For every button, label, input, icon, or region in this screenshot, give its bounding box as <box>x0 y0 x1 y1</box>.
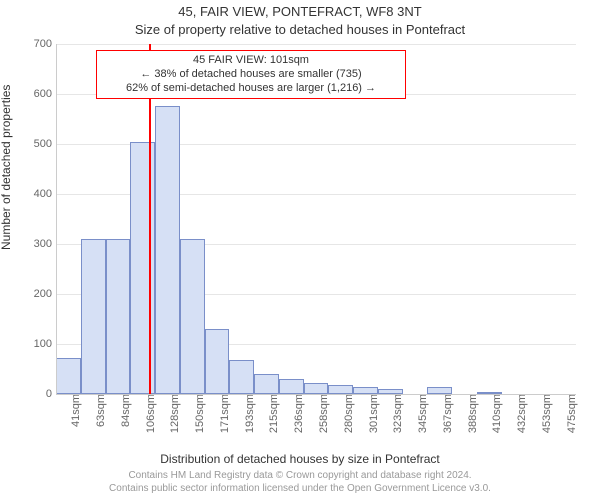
x-tick-label: 171sqm <box>217 394 231 433</box>
histogram-bar <box>279 379 304 394</box>
x-tick-label: 150sqm <box>192 394 206 433</box>
x-tick-label: 41sqm <box>68 394 82 427</box>
y-tick-label: 700 <box>34 38 56 50</box>
x-tick-label: 432sqm <box>514 394 528 433</box>
histogram-bar <box>229 360 254 394</box>
x-axis-line <box>56 394 576 395</box>
x-tick-label: 410sqm <box>489 394 503 433</box>
histogram-chart: 45, FAIR VIEW, PONTEFRACT, WF8 3NT Size … <box>0 0 600 500</box>
histogram-bar <box>427 387 452 395</box>
y-tick-label: 0 <box>46 388 56 400</box>
x-tick-label: 236sqm <box>291 394 305 433</box>
x-tick-label: 215sqm <box>266 394 280 433</box>
y-tick-label: 400 <box>34 188 56 200</box>
x-tick-label: 63sqm <box>93 394 107 427</box>
x-tick-label: 128sqm <box>167 394 181 433</box>
x-tick-label: 301sqm <box>366 394 380 433</box>
annotation-box: 45 FAIR VIEW: 101sqm ← 38% of detached h… <box>96 50 406 99</box>
x-tick-label: 193sqm <box>242 394 256 433</box>
histogram-bar <box>304 383 329 394</box>
x-tick-label: 453sqm <box>539 394 553 433</box>
credits-line2: Contains public sector information licen… <box>0 483 600 496</box>
x-tick-label: 388sqm <box>465 394 479 433</box>
histogram-bar <box>254 374 279 394</box>
x-tick-label: 367sqm <box>440 394 454 433</box>
annotation-line1: 45 FAIR VIEW: 101sqm <box>103 54 399 68</box>
x-tick-label: 323sqm <box>390 394 404 433</box>
annotation-line3: 62% of semi-detached houses are larger (… <box>103 82 399 96</box>
y-tick-label: 500 <box>34 138 56 150</box>
x-tick-label: 84sqm <box>118 394 132 427</box>
histogram-bar <box>81 239 106 394</box>
histogram-bar <box>155 106 180 395</box>
histogram-bar <box>56 358 81 395</box>
credits-line1: Contains HM Land Registry data © Crown c… <box>0 470 600 483</box>
annotation-line2: ← 38% of detached houses are smaller (73… <box>103 68 399 82</box>
histogram-bar <box>180 239 205 394</box>
y-tick-label: 200 <box>34 288 56 300</box>
histogram-bar <box>130 142 155 395</box>
y-tick-label: 300 <box>34 238 56 250</box>
x-tick-label: 280sqm <box>341 394 355 433</box>
credits: Contains HM Land Registry data © Crown c… <box>0 470 600 495</box>
histogram-bar <box>328 385 353 394</box>
histogram-bar <box>353 387 378 395</box>
gridline <box>56 44 576 45</box>
y-tick-label: 600 <box>34 88 56 100</box>
x-tick-label: 345sqm <box>415 394 429 433</box>
y-tick-label: 100 <box>34 338 56 350</box>
x-axis-title: Distribution of detached houses by size … <box>0 452 600 466</box>
histogram-bar <box>205 329 230 394</box>
x-tick-label: 475sqm <box>564 394 578 433</box>
histogram-bar <box>106 239 131 394</box>
x-tick-label: 106sqm <box>143 394 157 433</box>
y-axis-title: Number of detached properties <box>0 85 13 250</box>
x-tick-label: 258sqm <box>316 394 330 433</box>
y-axis-line <box>56 44 57 394</box>
chart-title-address: 45, FAIR VIEW, PONTEFRACT, WF8 3NT <box>0 4 600 19</box>
chart-subtitle: Size of property relative to detached ho… <box>0 22 600 37</box>
